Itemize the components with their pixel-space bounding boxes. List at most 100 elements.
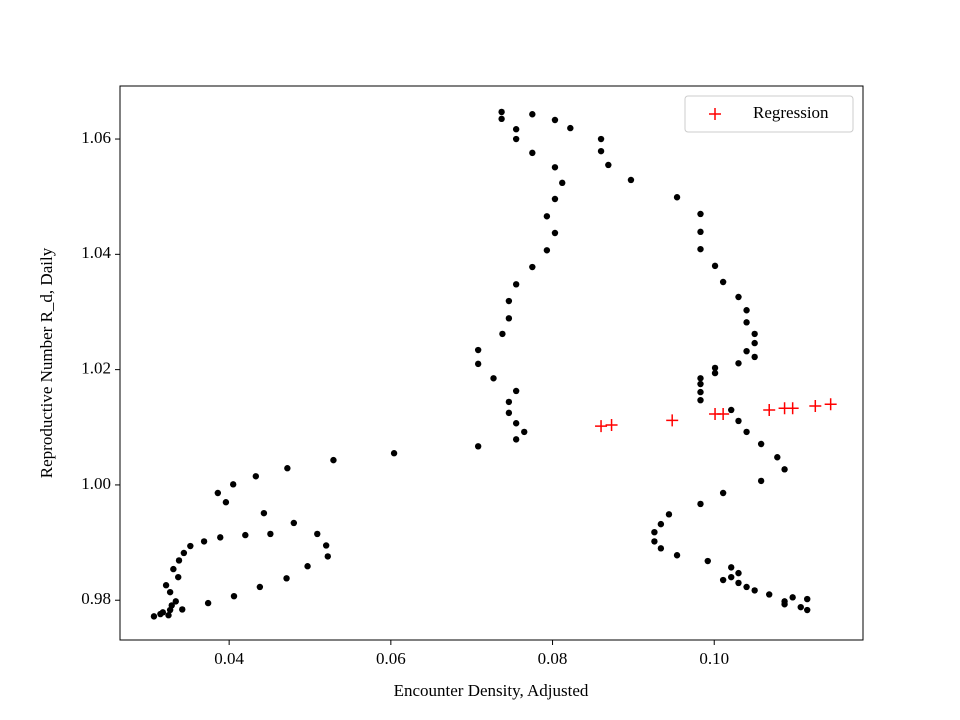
dot bbox=[697, 380, 704, 388]
y-tick-label: 1.00 bbox=[81, 474, 111, 493]
dot bbox=[697, 228, 704, 236]
dot bbox=[512, 126, 520, 133]
dot bbox=[324, 553, 331, 560]
dot bbox=[657, 545, 665, 552]
dot bbox=[474, 443, 482, 450]
dot bbox=[673, 552, 681, 559]
dot bbox=[751, 330, 758, 338]
dot bbox=[673, 194, 681, 201]
dot bbox=[735, 417, 742, 425]
dot bbox=[175, 557, 183, 564]
dot bbox=[505, 409, 513, 417]
dot bbox=[651, 528, 658, 536]
dot bbox=[665, 511, 673, 518]
dot bbox=[757, 477, 765, 485]
dot bbox=[330, 456, 337, 464]
dot bbox=[743, 583, 750, 591]
dot bbox=[697, 388, 704, 396]
dot bbox=[474, 346, 482, 354]
dot bbox=[697, 375, 704, 382]
dot bbox=[512, 135, 520, 143]
dot bbox=[505, 315, 513, 322]
dot bbox=[200, 538, 208, 545]
y-tick-label: 0.98 bbox=[81, 589, 111, 608]
dot bbox=[781, 601, 788, 608]
dot bbox=[735, 579, 742, 587]
dot bbox=[551, 229, 559, 237]
dot bbox=[774, 454, 781, 461]
dot bbox=[697, 245, 704, 253]
dot bbox=[252, 473, 260, 480]
dot bbox=[529, 111, 536, 118]
dot bbox=[735, 293, 742, 301]
plus-marker bbox=[605, 418, 618, 431]
plus-marker bbox=[595, 420, 608, 433]
dot bbox=[284, 465, 291, 472]
dot bbox=[719, 576, 727, 584]
dot bbox=[551, 116, 559, 124]
dot bbox=[804, 606, 811, 614]
dot bbox=[543, 213, 551, 220]
plot-frame bbox=[119, 85, 864, 641]
dot bbox=[551, 164, 559, 171]
legend-box bbox=[684, 95, 854, 133]
dot bbox=[498, 115, 505, 123]
dot bbox=[751, 339, 758, 347]
dot bbox=[512, 281, 520, 288]
y-tick-label: 1.02 bbox=[81, 359, 111, 378]
dot bbox=[567, 124, 574, 132]
dot bbox=[230, 592, 238, 600]
x-tick-label: 0.10 bbox=[699, 649, 729, 668]
dot bbox=[781, 466, 788, 473]
dot bbox=[757, 440, 765, 448]
dot bbox=[719, 489, 727, 497]
dot bbox=[743, 347, 750, 355]
dot bbox=[217, 534, 224, 541]
dot bbox=[175, 573, 182, 581]
x-tick-label: 0.06 bbox=[376, 649, 406, 668]
dot bbox=[735, 360, 742, 367]
dot bbox=[162, 582, 170, 589]
dot bbox=[743, 307, 750, 314]
dot bbox=[168, 602, 175, 609]
dot bbox=[735, 569, 742, 577]
x-tick-label: 0.04 bbox=[214, 649, 244, 668]
dot bbox=[242, 531, 249, 539]
dot bbox=[697, 210, 704, 218]
dot bbox=[697, 500, 704, 508]
dot bbox=[597, 147, 605, 155]
dot bbox=[490, 375, 497, 382]
dot bbox=[728, 564, 735, 571]
legend-marker bbox=[709, 108, 721, 120]
dot bbox=[651, 538, 658, 545]
dot bbox=[512, 420, 520, 427]
dot bbox=[711, 262, 719, 270]
dot bbox=[766, 591, 773, 598]
dot bbox=[267, 530, 274, 538]
dot bbox=[728, 406, 735, 414]
dot bbox=[179, 606, 186, 613]
dot bbox=[187, 542, 194, 550]
dot bbox=[505, 398, 513, 406]
dot bbox=[543, 247, 551, 254]
dot bbox=[159, 609, 167, 616]
dot bbox=[165, 612, 172, 619]
plus-marker bbox=[809, 399, 822, 412]
dot bbox=[789, 594, 796, 601]
dot bbox=[719, 278, 727, 286]
dot bbox=[180, 549, 188, 557]
dot bbox=[529, 149, 536, 157]
dot bbox=[505, 297, 513, 305]
dot bbox=[529, 263, 536, 271]
dot bbox=[751, 587, 758, 594]
dot bbox=[170, 565, 177, 573]
y-tick-label: 1.06 bbox=[81, 128, 111, 147]
dot bbox=[512, 387, 520, 395]
dot bbox=[498, 108, 505, 116]
plus-marker bbox=[786, 402, 799, 415]
dot bbox=[657, 520, 665, 528]
dot bbox=[751, 353, 758, 361]
dot bbox=[290, 519, 298, 527]
dot bbox=[166, 588, 174, 596]
dot bbox=[521, 428, 528, 436]
